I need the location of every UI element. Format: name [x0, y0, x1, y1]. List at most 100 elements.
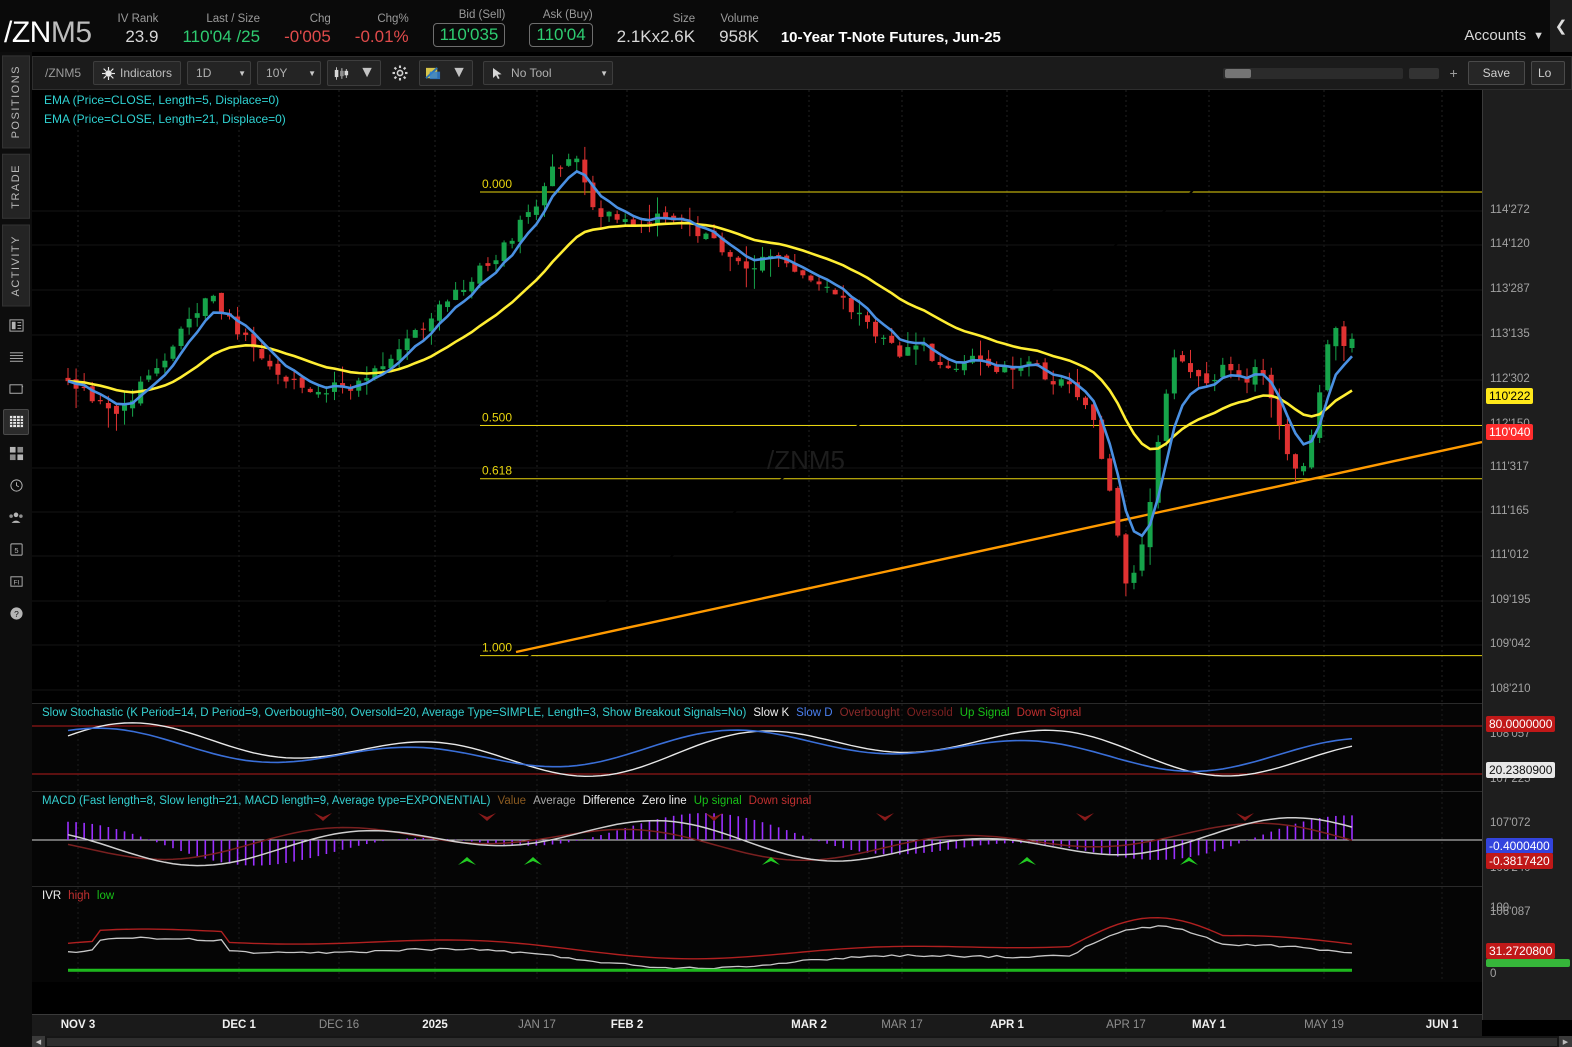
price-axis-tick: 114'272 [1490, 204, 1530, 216]
time-axis-tick: NOV 3 [60, 1019, 96, 1031]
indicators-button[interactable]: Indicators [93, 61, 182, 85]
zoom-slider-tail[interactable] [1409, 67, 1440, 79]
price-axis-tick: 113'135 [1490, 328, 1530, 340]
quote-field-label: IV Rank [117, 13, 159, 25]
clock-history-icon[interactable] [3, 473, 29, 499]
legend-ivr-high: high [68, 890, 90, 902]
macd-panel[interactable]: MACD (Fast length=8, Slow length=21, MAC… [32, 791, 1482, 887]
sidebar-tab-trade[interactable]: TRADE [2, 154, 30, 220]
scroll-thumb[interactable] [47, 1037, 1557, 1046]
sidebar-tab-activity[interactable]: ACTIVITY [2, 225, 30, 307]
toolbar-symbol[interactable]: /ZNM5 [45, 66, 81, 80]
chart-toolbar: /ZNM5 Indicators 1D ▼ 10Y ▼ ▼ ▼ No Tool [32, 56, 1572, 90]
zoom-in-button[interactable]: + [1449, 65, 1458, 81]
monitor-icon[interactable] [3, 377, 29, 403]
zoom-slider[interactable] [1223, 67, 1404, 79]
svg-text:5: 5 [14, 546, 18, 555]
quote-field-iv-rank: IV Rank 23.9 [106, 13, 171, 52]
svg-text:0.500: 0.500 [482, 411, 512, 425]
chart-grid-icon[interactable] [3, 408, 29, 435]
sidebar-tab-trade-label: TRADE [10, 164, 22, 210]
ivr-plot [32, 887, 1482, 982]
legend-ivr[interactable]: IVR [42, 890, 62, 902]
instrument-description: 10-Year T-Note Futures, Jun-25 [780, 29, 1001, 46]
chart-type-dropdown[interactable]: ▼ [354, 61, 380, 85]
load-button[interactable]: Lo [1531, 61, 1565, 85]
ivr-panel[interactable]: IVR high low [32, 886, 1482, 982]
scroll-right-icon[interactable]: ▶ [1559, 1036, 1572, 1047]
stochastic-value-badge: 20.2380900 [1486, 762, 1556, 778]
people-icon[interactable] [3, 505, 29, 531]
price-axis-tick: 109'195 [1490, 594, 1531, 606]
drawing-style-icon[interactable] [420, 61, 446, 85]
price-panel[interactable]: EMA (Price=CLOSE, Length=5, Displace=0) … [32, 90, 1482, 703]
price-axis-tick: 108'210 [1490, 683, 1531, 695]
time-axis[interactable]: NOV 3 DEC 1 DEC 16 2025 JAN 17 FEB 2 MAR 2 MAR … [32, 1014, 1482, 1036]
legend-macd-zero-line: Zero line [641, 795, 687, 807]
price-axis-tick: 111'317 [1490, 461, 1529, 473]
stochastic-panel[interactable]: Slow Stochastic (K Period=14, D Period=9… [32, 703, 1482, 792]
quote-field-last-size: Last / Size 110'04 /25 [170, 13, 272, 52]
horizontal-scrollbar[interactable]: ◀ ▶ [32, 1036, 1572, 1047]
quote-field-label: Chg [309, 13, 331, 25]
quote-field-value: -0.01% [354, 27, 409, 46]
macd-title[interactable]: MACD (Fast length=8, Slow length=21, MAC… [42, 795, 491, 807]
chevron-left-icon: ❮ [1554, 18, 1568, 35]
tool-select[interactable]: No Tool ▼ [483, 61, 614, 85]
time-axis-tick: FEB 2 [610, 1019, 644, 1031]
accounts-menu[interactable]: Accounts ▼ [1464, 27, 1550, 52]
gear-icon[interactable] [387, 61, 413, 85]
ladder-icon[interactable] [3, 345, 29, 371]
period-select[interactable]: 10Y ▼ [257, 61, 322, 85]
time-axis-tick: MAY 1 [1192, 1019, 1226, 1031]
calendar-icon[interactable]: 5 [3, 537, 29, 563]
quote-field-value[interactable]: 110'035 [432, 23, 506, 47]
cursor-icon [492, 67, 503, 80]
save-button[interactable]: Save [1467, 61, 1525, 85]
quote-field-value: 110'04 /25 [182, 27, 261, 46]
candlestick-icon[interactable] [328, 61, 354, 85]
watchlist-icon[interactable] [3, 313, 29, 339]
sidebar-tab-positions[interactable]: POSITIONS [2, 55, 30, 149]
ema-slow-legend[interactable]: EMA (Price=CLOSE, Length=21, Displace=0) [44, 112, 286, 126]
quote-field-size: Size 2.1Kx2.6K [605, 13, 707, 52]
quote-field-label: Ask (Buy) [542, 9, 593, 21]
chevron-down-icon: ▼ [600, 68, 609, 78]
collapse-panel-button[interactable]: ❮ [1550, 0, 1572, 52]
symbol-root: /ZN [4, 16, 51, 49]
period-value: 10Y [266, 66, 288, 80]
quote-field-value: 958K [719, 27, 759, 46]
ivr-axis-bottom: 0 [1490, 968, 1497, 980]
zoom-slider-group: + Save Lo [1223, 61, 1565, 85]
ema-fast-legend[interactable]: EMA (Price=CLOSE, Length=5, Displace=0) [44, 93, 280, 107]
svg-text:FI: FI [13, 580, 19, 587]
chart-area[interactable]: EMA (Price=CLOSE, Length=5, Displace=0) … [32, 90, 1572, 1020]
news-icon[interactable]: FI [3, 569, 29, 595]
svg-text:?: ? [14, 609, 19, 619]
quote-field-value[interactable]: 110'04 [529, 23, 593, 47]
price-axis-tick: 112'302 [1490, 373, 1530, 385]
quote-field-label: Volume [720, 13, 759, 25]
drawing-style-dropdown[interactable]: ▼ [446, 61, 472, 85]
legend-ivr-low: low [96, 890, 115, 902]
legend-oversold: Oversold [906, 707, 953, 719]
tiles-icon[interactable] [3, 441, 29, 467]
scroll-left-icon[interactable]: ◀ [32, 1036, 45, 1047]
last-price-badge: 110'040 [1486, 424, 1534, 440]
stochastic-title[interactable]: Slow Stochastic (K Period=14, D Period=9… [42, 707, 747, 719]
chevron-down-icon: ▼ [359, 64, 375, 81]
legend-overbought: Overbought [839, 707, 900, 719]
ivr-value-badge: 31.2720800 [1486, 943, 1556, 959]
symbol-display[interactable]: /ZNM5 [0, 16, 106, 52]
quote-field-label: Last / Size [206, 13, 261, 25]
quote-field-value: 2.1Kx2.6K [616, 27, 696, 46]
price-plot: 0.000 0.500 0.618 1.000 [32, 90, 1482, 703]
price-axis[interactable]: 114'272114'120113'287113'135112'302112'1… [1482, 90, 1572, 1020]
help-icon[interactable]: ? [3, 601, 29, 627]
sidebar-tab-positions-label: POSITIONS [10, 65, 22, 139]
stochastic-legend: Slow Stochastic (K Period=14, D Period=9… [42, 707, 1088, 719]
aggregation-select[interactable]: 1D ▼ [187, 61, 252, 85]
price-axis-tick: 114'120 [1490, 238, 1530, 250]
left-sidebar: POSITIONS TRADE ACTIVITY 5 FI ? [0, 52, 32, 1047]
zoom-slider-knob[interactable] [1225, 68, 1252, 78]
